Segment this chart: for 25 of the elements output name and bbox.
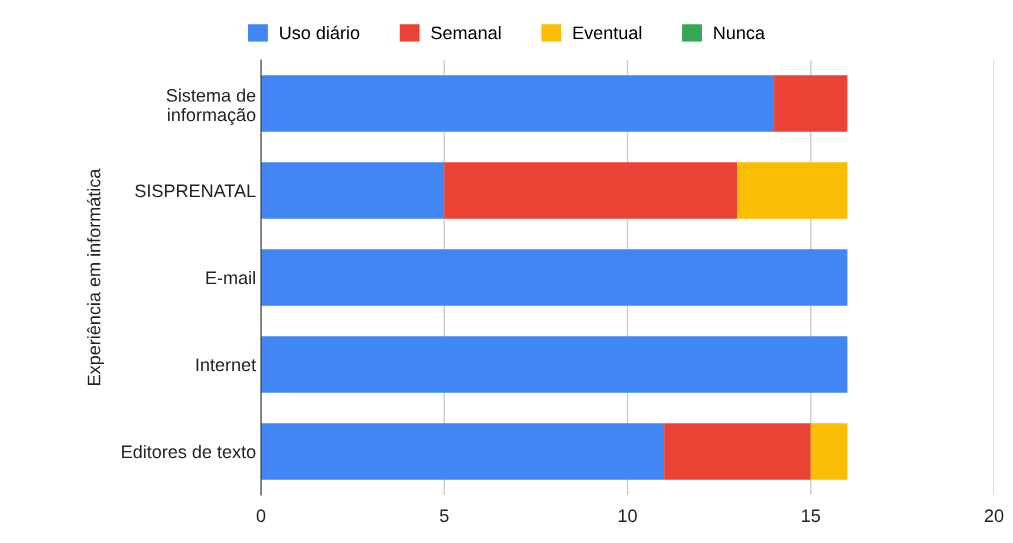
- bar: [774, 75, 848, 132]
- legend-label: Nunca: [714, 26, 765, 40]
- bar: [261, 162, 445, 219]
- y-axis-title: Experiência em informática: [86, 168, 104, 385]
- x-tick-label: 20: [984, 509, 1004, 523]
- bar: [261, 336, 848, 393]
- legend-label: Semanal: [431, 25, 501, 40]
- bar: [261, 423, 665, 480]
- y-tick-label: E-mail: [206, 270, 255, 285]
- bar: [261, 249, 848, 306]
- x-tick-label: 5: [439, 509, 449, 523]
- legend-label: Uso diário: [280, 25, 360, 40]
- legend-label: Eventual: [573, 25, 642, 40]
- y-tick-label: Editores de texto: [122, 444, 256, 459]
- x-tick-label: 0: [256, 509, 266, 523]
- y-tick-label: SISPRENATAL: [135, 184, 256, 198]
- y-tick-label: Sistema de informação: [166, 88, 256, 125]
- bar: [737, 162, 848, 219]
- bar: [810, 423, 848, 480]
- bar: [261, 75, 775, 132]
- bar: [664, 423, 811, 480]
- y-tick-label: Internet: [196, 358, 257, 372]
- x-tick-label: 15: [802, 509, 821, 523]
- x-tick-label: 10: [618, 509, 637, 523]
- bar: [444, 162, 738, 219]
